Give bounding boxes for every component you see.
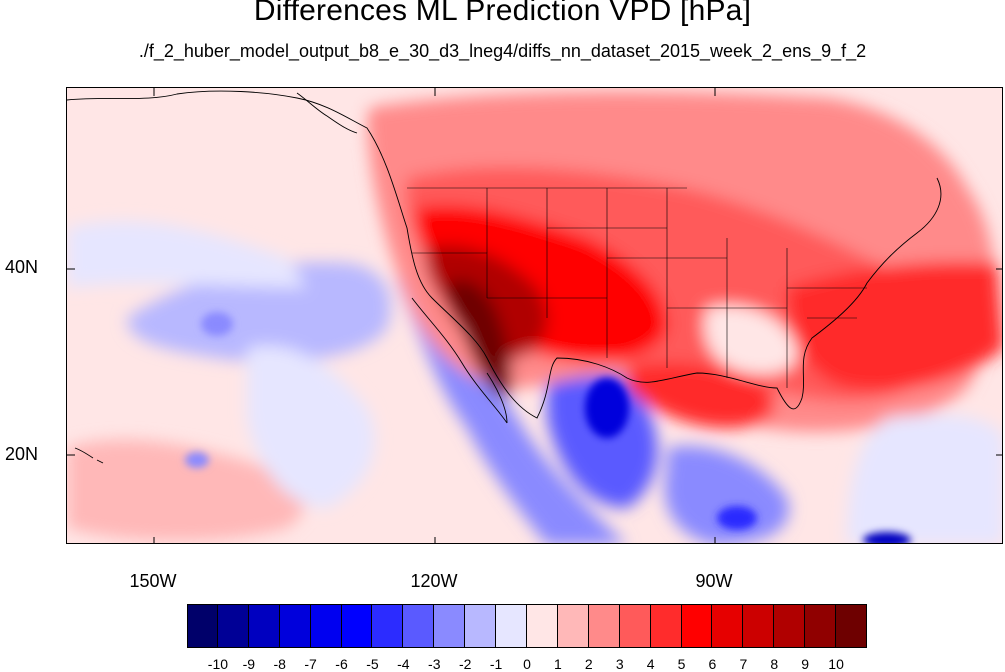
colorbar-label: 8: [770, 656, 779, 672]
lon-label-120w: 120W: [410, 571, 458, 591]
colorbar-label: 4: [646, 656, 655, 672]
lat-label-40n: 40N: [5, 257, 39, 277]
colorbar-label: -10: [207, 656, 229, 672]
lon-label-90w: 90W: [695, 571, 733, 591]
colorbar-label: 2: [584, 656, 593, 672]
colorbar-cell: [279, 604, 311, 648]
colorbar-cell: [341, 604, 373, 648]
colorbar-label: -6: [335, 656, 348, 672]
colorbar-label: -3: [428, 656, 441, 672]
colorbar-cell: [372, 604, 404, 648]
colorbar-label: -7: [304, 656, 317, 672]
colorbar-cell: [434, 604, 466, 648]
colorbar-cell: [496, 604, 527, 648]
colorbar-cell: [650, 604, 682, 648]
colorbar-cell: [527, 604, 558, 648]
colorbar-label: 5: [677, 656, 686, 672]
colorbar-cell: [310, 604, 342, 648]
colorbar-cell: [619, 604, 651, 648]
colorbar-label: -8: [273, 656, 286, 672]
colorbar-label: -4: [397, 656, 410, 672]
plot-subtitle: ./f_2_huber_model_output_b8_e_30_d3_lneg…: [138, 41, 867, 61]
colorbar-label: 3: [615, 656, 624, 672]
colorbar-label: -9: [242, 656, 256, 672]
colorbar-cell: [187, 604, 218, 648]
colorbar-cell: [805, 604, 837, 648]
colorbar-cell: [588, 604, 620, 648]
colorbar-label: 10: [828, 656, 844, 672]
map-panel[interactable]: [66, 87, 1003, 544]
colorbar-cell: [248, 604, 280, 648]
colorbar-label: 7: [739, 656, 748, 672]
colorbar-cell: [681, 604, 713, 648]
colorbar-label: 9: [801, 656, 810, 672]
colorbar-cell: [743, 604, 775, 648]
colorbar-label: 1: [554, 656, 562, 672]
colorbar-cell: [403, 604, 435, 648]
colorbar-cell: [557, 604, 589, 648]
colorbar-cell: [712, 604, 744, 648]
colorbar-label: 6: [708, 656, 717, 672]
colorbar-cell: [217, 604, 249, 648]
plot-title: Differences ML Prediction VPD [hPa]: [253, 0, 752, 27]
vpd-difference-field: [67, 88, 1002, 543]
colorbar-cell: [465, 604, 497, 648]
colorbar-cell: [836, 604, 867, 648]
colorbar-cell: [774, 604, 806, 648]
colorbar-label: -5: [366, 656, 379, 672]
lat-label-20n: 20N: [5, 444, 39, 464]
lon-label-150w: 150W: [129, 571, 177, 591]
colorbar-label: -2: [458, 656, 472, 672]
colorbar-label: 0: [523, 656, 531, 672]
colorbar-label: -1: [489, 656, 503, 672]
